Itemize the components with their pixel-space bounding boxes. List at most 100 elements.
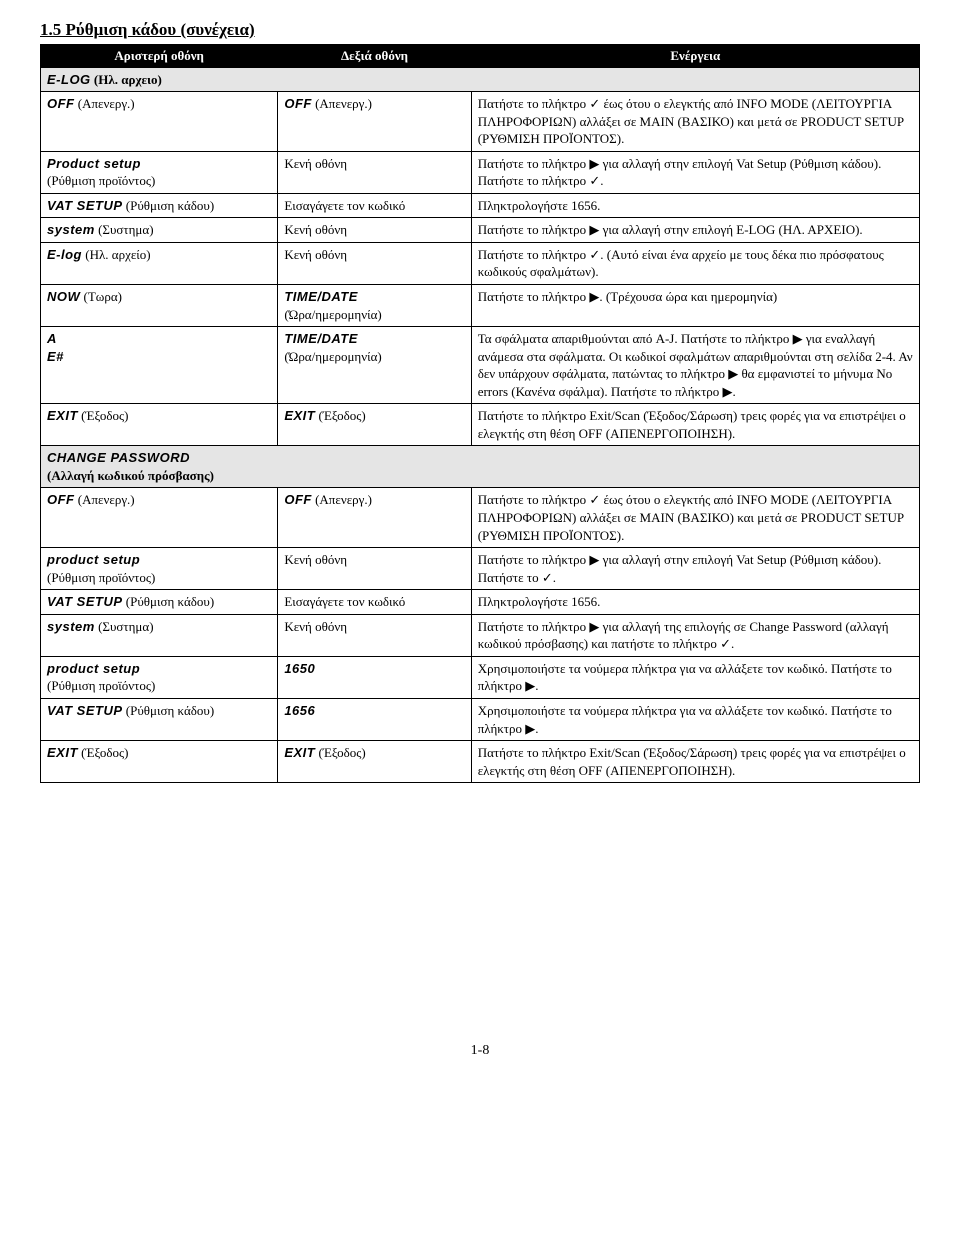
cell-mid: Κενή οθόνη (278, 614, 471, 656)
header-mid: Δεξιά οθόνη (278, 45, 471, 68)
cell-mid: EXIT (Έξοδος) (278, 741, 471, 783)
cell-mid: 1650 (278, 656, 471, 698)
subheader-elog: E-LOG (Ηλ. αρχειο) (41, 67, 920, 92)
plain-text: (Ρύθμιση προϊόντος) (47, 570, 155, 585)
cell-left: VAT SETUP (Ρύθμιση κάδου) (41, 590, 278, 615)
lcd-text: system (47, 222, 95, 237)
cell-left: Product setup(Ρύθμιση προϊόντος) (41, 151, 278, 193)
cell-action: Πατήστε το πλήκτρο ▶ για αλλαγή στην επι… (471, 548, 919, 590)
cell-left: VAT SETUP (Ρύθμιση κάδου) (41, 698, 278, 740)
cell-mid: Κενή οθόνη (278, 242, 471, 284)
table-row: E-log (Ηλ. αρχείο) Κενή οθόνη Πατήστε το… (41, 242, 920, 284)
lcd-text: TIME/DATE (284, 331, 358, 346)
settings-table: Αριστερή οθόνη Δεξιά οθόνη Ενέργεια E-LO… (40, 44, 920, 783)
subheader-lcd: CHANGE PASSWORD (47, 450, 190, 465)
cell-action: Τα σφάλματα απαριθμούνται από A-J. Πατήσ… (471, 327, 919, 404)
table-row: NOW (Τωρα) TIME/DATE (Ώρα/ημερομηνία) Πατ… (41, 285, 920, 327)
lcd-text: system (47, 619, 95, 634)
lcd-text: 1656 (284, 703, 315, 718)
cell-action: Πατήστε το πλήκτρο ✓ έως ότου ο ελεγκτής… (471, 92, 919, 152)
cell-action: Πατήστε το πλήκτρο Exit/Scan (Έξοδος/Σάρ… (471, 404, 919, 446)
cell-mid: Κενή οθόνη (278, 548, 471, 590)
lcd-text: OFF (284, 492, 312, 507)
plain-text: (Τωρα) (80, 289, 122, 304)
plain-text: (Έξοδος) (315, 745, 366, 760)
cell-mid: Κενή οθόνη (278, 218, 471, 243)
cell-action: Πατήστε το πλήκτρο ✓ έως ότου ο ελεγκτής… (471, 488, 919, 548)
cell-mid: Εισαγάγετε τον κωδικό (278, 590, 471, 615)
cell-action: Χρησιμοποιήστε τα νούμερα πλήκτρα για να… (471, 656, 919, 698)
cell-left: EXIT (Έξοδος) (41, 404, 278, 446)
lcd-text: EXIT (284, 408, 315, 423)
cell-left: system (Συστημα) (41, 218, 278, 243)
cell-left: product setup(Ρύθμιση προϊόντος) (41, 656, 278, 698)
plain-text: (Απενεργ.) (75, 96, 135, 111)
cell-mid: TIME/DATE (Ώρα/ημερομηνία) (278, 327, 471, 404)
cell-mid: EXIT (Έξοδος) (278, 404, 471, 446)
cell-action: Πατήστε το πλήκτρο ▶ για αλλαγή της επιλ… (471, 614, 919, 656)
plain-text: (Έξοδος) (78, 408, 129, 423)
table-row: OFF (Απενεργ.) OFF (Απενεργ.) Πατήστε το… (41, 92, 920, 152)
cell-action: Πατήστε το πλήκτρο ▶ για αλλαγή στην επι… (471, 218, 919, 243)
table-row: OFF (Απενεργ.) OFF (Απενεργ.) Πατήστε το… (41, 488, 920, 548)
cell-mid: Κενή οθόνη (278, 151, 471, 193)
table-row: VAT SETUP (Ρύθμιση κάδου) 1656 Χρησιμοπο… (41, 698, 920, 740)
cell-action: Πατήστε το πλήκτρο ✓. (Αυτό είναι ένα αρ… (471, 242, 919, 284)
lcd-text: OFF (284, 96, 312, 111)
plain-text: (Έξοδος) (78, 745, 129, 760)
plain-text: (Ρύθμιση κάδου) (123, 594, 215, 609)
table-header-row: Αριστερή οθόνη Δεξιά οθόνη Ενέργεια (41, 45, 920, 68)
cell-left: A E# (41, 327, 278, 404)
cell-mid: Εισαγάγετε τον κωδικό (278, 193, 471, 218)
cell-action: Πατήστε το πλήκτρο ▶ για αλλαγή στην επι… (471, 151, 919, 193)
plain-text: (Ρύθμιση προϊόντος) (47, 173, 155, 188)
table-row: VAT SETUP (Ρύθμιση κάδου) Εισαγάγετε τον… (41, 590, 920, 615)
section-title: 1.5 Ρύθμιση κάδου (συνέχεια) (40, 20, 920, 40)
header-right: Ενέργεια (471, 45, 919, 68)
plain-text: (Ώρα/ημερομηνία) (284, 349, 381, 364)
page-number: 1-8 (40, 1043, 920, 1059)
lcd-text: TIME/DATE (284, 289, 358, 304)
table-row: system (Συστημα) Κενή οθόνη Πατήστε το π… (41, 218, 920, 243)
cell-left: NOW (Τωρα) (41, 285, 278, 327)
cell-action: Πατήστε το πλήκτρο ▶. (Τρέχουσα ώρα και … (471, 285, 919, 327)
plain-text: (Ώρα/ημερομηνία) (284, 307, 381, 322)
lcd-text: OFF (47, 492, 75, 507)
cell-mid: TIME/DATE (Ώρα/ημερομηνία) (278, 285, 471, 327)
lcd-text: product setup (47, 661, 140, 676)
table-row: EXIT (Έξοδος) EXIT (Έξοδος) Πατήστε το π… (41, 404, 920, 446)
subheader-cell: E-LOG (Ηλ. αρχειο) (41, 67, 920, 92)
lcd-text: product setup (47, 552, 140, 567)
lcd-text: A (47, 331, 57, 346)
cell-mid: OFF (Απενεργ.) (278, 488, 471, 548)
cell-left: OFF (Απενεργ.) (41, 92, 278, 152)
table-row: VAT SETUP (Ρύθμιση κάδου) Εισαγάγετε τον… (41, 193, 920, 218)
lcd-text: EXIT (47, 745, 78, 760)
cell-left: EXIT (Έξοδος) (41, 741, 278, 783)
subheader-txt: (Αλλαγή κωδικού πρόσβασης) (47, 468, 214, 483)
table-row: product setup (Ρύθμιση προϊόντος) Κενή οθ… (41, 548, 920, 590)
plain-text: (Έξοδος) (315, 408, 366, 423)
lcd-text: EXIT (284, 745, 315, 760)
cell-left: system (Συστημα) (41, 614, 278, 656)
lcd-text: VAT SETUP (47, 198, 123, 213)
lcd-text: VAT SETUP (47, 594, 123, 609)
cell-left: OFF (Απενεργ.) (41, 488, 278, 548)
lcd-text: EXIT (47, 408, 78, 423)
lcd-text: VAT SETUP (47, 703, 123, 718)
plain-text: (Ηλ. αρχείο) (82, 247, 151, 262)
plain-text: (Ρύθμιση κάδου) (123, 703, 215, 718)
plain-text: (Απενεργ.) (75, 492, 135, 507)
lcd-text: E# (47, 349, 64, 364)
cell-action: Πληκτρολογήστε 1656. (471, 590, 919, 615)
table-row: EXIT (Έξοδος) EXIT (Έξοδος) Πατήστε το π… (41, 741, 920, 783)
cell-mid: 1656 (278, 698, 471, 740)
lcd-text: NOW (47, 289, 80, 304)
table-row: product setup(Ρύθμιση προϊόντος) 1650 Χρ… (41, 656, 920, 698)
subheader-txt: (Ηλ. αρχειο) (91, 72, 162, 87)
lcd-text: E-log (47, 247, 82, 262)
lcd-text: OFF (47, 96, 75, 111)
cell-mid: OFF (Απενεργ.) (278, 92, 471, 152)
plain-text: (Απενεργ.) (312, 492, 372, 507)
cell-left: E-log (Ηλ. αρχείο) (41, 242, 278, 284)
